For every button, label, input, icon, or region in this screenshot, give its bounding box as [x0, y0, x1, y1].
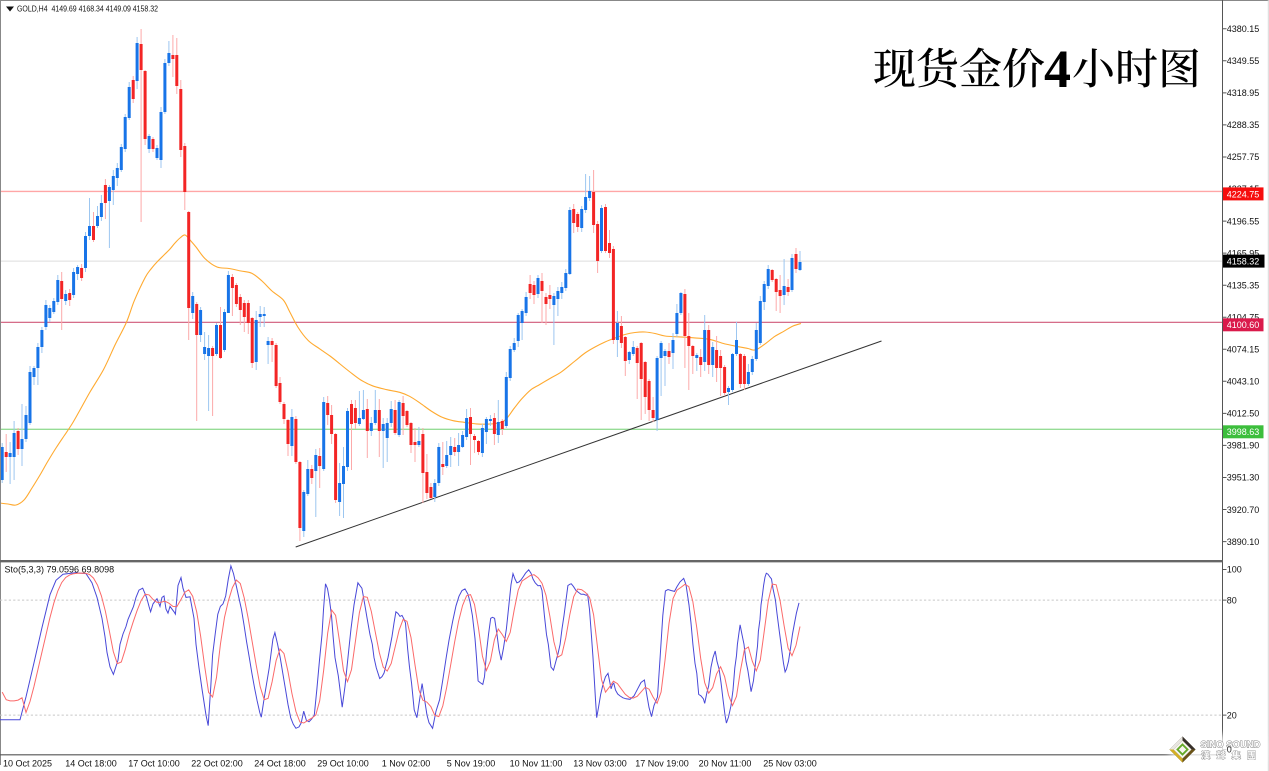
svg-text:1 Nov 02:00: 1 Nov 02:00 [382, 759, 431, 769]
svg-text:4196.55: 4196.55 [1227, 216, 1260, 226]
svg-text:3890.10: 3890.10 [1227, 537, 1260, 547]
svg-text:100: 100 [1227, 565, 1242, 575]
svg-text:20 Nov 11:00: 20 Nov 11:00 [699, 759, 752, 769]
svg-text:GOLD,H4 4149.69 4168.34 4149.: GOLD,H4 4149.69 4168.34 4149.09 4158.32 [17, 4, 158, 14]
svg-text:4288.35: 4288.35 [1227, 120, 1260, 130]
svg-text:4165.95: 4165.95 [1227, 248, 1260, 258]
svg-text:4224.75: 4224.75 [1227, 189, 1260, 199]
svg-text:25 Nov 03:00: 25 Nov 03:00 [763, 759, 817, 769]
svg-text:4349.55: 4349.55 [1227, 56, 1260, 66]
svg-text:4380.15: 4380.15 [1227, 24, 1260, 34]
svg-text:3981.90: 3981.90 [1227, 441, 1260, 451]
svg-text:14 Oct 18:00: 14 Oct 18:00 [65, 759, 117, 769]
svg-text:10 Nov 11:00: 10 Nov 11:00 [510, 759, 563, 769]
svg-text:4: 4 [1044, 39, 1071, 99]
svg-text:17 Oct 10:00: 17 Oct 10:00 [128, 759, 180, 769]
svg-text:17 Nov 19:00: 17 Nov 19:00 [635, 759, 689, 769]
svg-text:4318.95: 4318.95 [1227, 88, 1260, 98]
svg-text:4158.32: 4158.32 [1227, 257, 1260, 267]
svg-text:Sto(5,3,3) 79.0596 69.8098: Sto(5,3,3) 79.0596 69.8098 [5, 565, 115, 575]
svg-text:4074.15: 4074.15 [1227, 345, 1260, 355]
svg-text:0: 0 [1227, 745, 1232, 755]
svg-text:3920.70: 3920.70 [1227, 505, 1260, 515]
svg-text:4104.75: 4104.75 [1227, 312, 1260, 322]
svg-text:5 Nov 19:00: 5 Nov 19:00 [447, 759, 496, 769]
svg-text:4257.75: 4257.75 [1227, 152, 1260, 162]
svg-text:20: 20 [1227, 710, 1237, 720]
svg-text:29 Oct 10:00: 29 Oct 10:00 [317, 759, 369, 769]
svg-text:3998.63: 3998.63 [1227, 427, 1260, 437]
svg-text:4012.50: 4012.50 [1227, 409, 1260, 419]
svg-text:4135.35: 4135.35 [1227, 280, 1260, 290]
svg-text:24 Oct 18:00: 24 Oct 18:00 [254, 759, 306, 769]
svg-text:4100.60: 4100.60 [1227, 320, 1260, 330]
svg-text:22 Oct 02:00: 22 Oct 02:00 [191, 759, 243, 769]
svg-text:SINO SOUND: SINO SOUND [1201, 740, 1261, 750]
svg-text:4043.10: 4043.10 [1227, 377, 1260, 387]
svg-text:13 Nov 03:00: 13 Nov 03:00 [573, 759, 627, 769]
svg-text:3951.30: 3951.30 [1227, 473, 1260, 483]
svg-text:10 Oct 2025: 10 Oct 2025 [3, 759, 52, 769]
svg-text:80: 80 [1227, 595, 1237, 605]
